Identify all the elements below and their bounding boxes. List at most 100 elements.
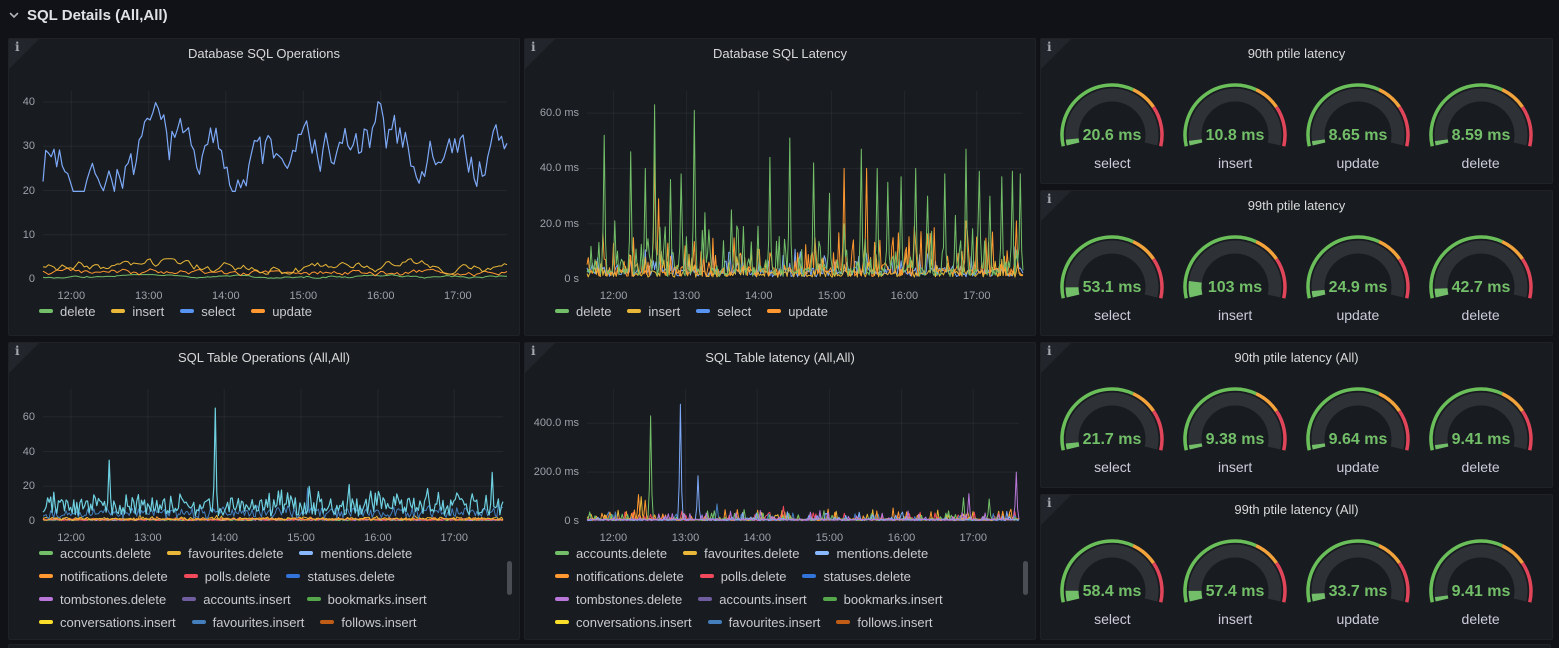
legend-item[interactable]: insert bbox=[111, 302, 164, 320]
gauge-delete: 9.41 ms delete bbox=[1419, 531, 1542, 627]
legend-item[interactable]: favourites.insert bbox=[707, 613, 821, 631]
legend-label: notifications.delete bbox=[60, 568, 168, 584]
panel-title[interactable]: 90th ptile latency bbox=[1247, 46, 1346, 61]
legend-item[interactable]: polls.delete bbox=[183, 567, 270, 585]
timeseries-chart[interactable]: 0 10 20 30 40 12:00 13:00 14:00 15:00 16:00 17:00 d… bbox=[9, 39, 519, 335]
legend-label: insert bbox=[132, 303, 165, 319]
legend-item[interactable]: favourites.delete bbox=[167, 544, 283, 562]
timeseries-chart[interactable]: 0 s 200.0 ms 400.0 ms 12:00 13:00 14:00 15:00 1… bbox=[525, 343, 1035, 639]
panel-info-icon[interactable]: i bbox=[525, 39, 555, 69]
legend-item[interactable]: accounts.delete bbox=[39, 544, 151, 562]
gauge-insert: 57.4 ms insert bbox=[1174, 531, 1297, 627]
dashboard-row-header[interactable]: SQL Details (All,All) bbox=[8, 0, 168, 30]
chart-canvas[interactable] bbox=[586, 389, 1020, 522]
panel-title[interactable]: SQL Table latency (All,All) bbox=[705, 350, 855, 365]
panel-title[interactable]: 99th ptile latency (All) bbox=[1234, 502, 1359, 517]
legend-label: polls.delete bbox=[720, 568, 787, 584]
legend-scrollbar[interactable] bbox=[1023, 561, 1028, 595]
legend-label: notifications.delete bbox=[576, 568, 684, 584]
legend-label: select bbox=[717, 303, 752, 319]
legend-scrollbar[interactable] bbox=[507, 561, 512, 595]
panel-info-icon[interactable]: i bbox=[9, 343, 39, 373]
legend-item[interactable]: mentions.delete bbox=[815, 544, 928, 562]
gauge-label: update bbox=[1336, 307, 1380, 323]
legend-item[interactable]: favourites.insert bbox=[191, 613, 304, 631]
legend-item[interactable]: notifications.delete bbox=[39, 567, 168, 585]
legend-item[interactable]: accounts.delete bbox=[555, 544, 667, 562]
panel-title[interactable]: 99th ptile latency bbox=[1247, 198, 1346, 213]
panel-info-icon[interactable]: i bbox=[1041, 343, 1071, 373]
panel-sql-table-operations: i SQL Table Operations (All,All) 0 20 40 60… bbox=[8, 342, 520, 640]
y-tick-label: 0 s bbox=[564, 273, 579, 285]
panel-info-icon[interactable]: i bbox=[1041, 495, 1071, 525]
legend-item[interactable]: tombstones.delete bbox=[39, 590, 166, 608]
legend-item[interactable]: favourites.delete bbox=[683, 544, 799, 562]
legend-item[interactable]: update bbox=[767, 302, 828, 320]
series-line-favourites.delete bbox=[42, 513, 504, 521]
legend-item[interactable]: select bbox=[180, 302, 235, 320]
chart-canvas[interactable] bbox=[42, 91, 508, 280]
legend-item[interactable]: accounts.insert bbox=[698, 590, 807, 608]
gauge-value: 103 ms bbox=[1208, 279, 1262, 296]
series-line-delete bbox=[586, 104, 1024, 277]
panel-info-icon[interactable]: i bbox=[1041, 39, 1071, 69]
legend-label: tombstones.delete bbox=[60, 591, 167, 607]
legend-item[interactable]: delete bbox=[555, 302, 611, 320]
legend-item[interactable]: bookmarks.insert bbox=[822, 590, 943, 608]
legend-item[interactable]: notifications.delete bbox=[555, 567, 684, 585]
legend-swatch-icon bbox=[555, 597, 569, 601]
gauge-arc: 10.8 ms bbox=[1183, 83, 1287, 147]
legend-item[interactable]: follows.insert bbox=[836, 613, 933, 631]
y-tick-label: 20 bbox=[22, 184, 35, 197]
legend-item[interactable]: conversations.insert bbox=[555, 613, 692, 631]
gauge-label: insert bbox=[1218, 307, 1253, 323]
gauge-update: 8.65 ms update bbox=[1297, 75, 1420, 171]
gauge-arc: 9.41 ms bbox=[1428, 539, 1533, 603]
legend-item[interactable]: accounts.insert bbox=[182, 590, 291, 608]
panel-info-icon[interactable]: i bbox=[525, 343, 555, 373]
chart-canvas[interactable] bbox=[586, 91, 1024, 280]
legend-swatch-icon bbox=[286, 574, 301, 578]
gauge-value: 9.41 ms bbox=[1451, 583, 1510, 600]
gauge-arc: 8.65 ms bbox=[1306, 83, 1410, 147]
legend-item[interactable]: polls.delete bbox=[699, 567, 787, 585]
legend-label: favourites.insert bbox=[728, 614, 821, 630]
legend-item[interactable]: select bbox=[696, 302, 751, 320]
legend-item[interactable]: follows.insert bbox=[320, 613, 417, 631]
gauge-insert: 10.8 ms insert bbox=[1174, 75, 1297, 171]
x-tick-label: 13:00 bbox=[671, 532, 700, 544]
legend-swatch-icon bbox=[767, 309, 782, 313]
legend-item[interactable]: tombstones.delete bbox=[555, 590, 682, 608]
legend-item[interactable]: mentions.delete bbox=[299, 544, 412, 562]
x-tick-label: 16:00 bbox=[364, 532, 392, 544]
x-tick-label: 14:00 bbox=[210, 532, 238, 544]
panel-title[interactable]: SQL Table Operations (All,All) bbox=[178, 350, 350, 365]
legend-item[interactable]: insert bbox=[627, 302, 680, 320]
panel-title[interactable]: 90th ptile latency (All) bbox=[1234, 350, 1359, 365]
panel-info-icon[interactable]: i bbox=[9, 39, 39, 69]
legend-item[interactable]: statuses.delete bbox=[802, 567, 911, 585]
x-tick-label: 13:00 bbox=[135, 290, 163, 302]
legend-item[interactable]: update bbox=[251, 302, 312, 320]
panel-title[interactable]: Database SQL Latency bbox=[713, 46, 847, 61]
timeseries-chart[interactable]: 0 s 20.0 ms 40.0 ms 60.0 ms 12:00 13:00 14:00 1… bbox=[525, 39, 1035, 335]
legend-swatch-icon bbox=[251, 309, 266, 313]
legend-label: favourites.delete bbox=[704, 545, 800, 561]
x-tick-label: 12:00 bbox=[599, 532, 628, 544]
legend-item[interactable]: conversations.insert bbox=[39, 613, 176, 631]
chart-canvas[interactable] bbox=[42, 389, 504, 522]
x-tick-label: 17:00 bbox=[444, 290, 472, 302]
legend-item[interactable]: statuses.delete bbox=[286, 567, 395, 585]
legend-item[interactable]: delete bbox=[39, 302, 95, 320]
legend-swatch-icon bbox=[182, 597, 197, 601]
timeseries-chart[interactable]: 0 20 40 60 12:00 13:00 14:00 15:00 16:00 17:00 acc… bbox=[9, 343, 519, 639]
series-line-statuses.insert bbox=[42, 487, 504, 519]
x-tick-label: 16:00 bbox=[887, 532, 916, 544]
panel-title[interactable]: Database SQL Operations bbox=[188, 46, 340, 61]
y-tick-label: 40 bbox=[22, 96, 35, 109]
panel-info-icon[interactable]: i bbox=[1041, 191, 1071, 221]
x-tick-label: 14:00 bbox=[743, 532, 771, 544]
legend-item[interactable]: bookmarks.insert bbox=[306, 590, 427, 608]
x-tick-label: 17:00 bbox=[963, 290, 991, 302]
legend-label: conversations.insert bbox=[576, 614, 692, 630]
